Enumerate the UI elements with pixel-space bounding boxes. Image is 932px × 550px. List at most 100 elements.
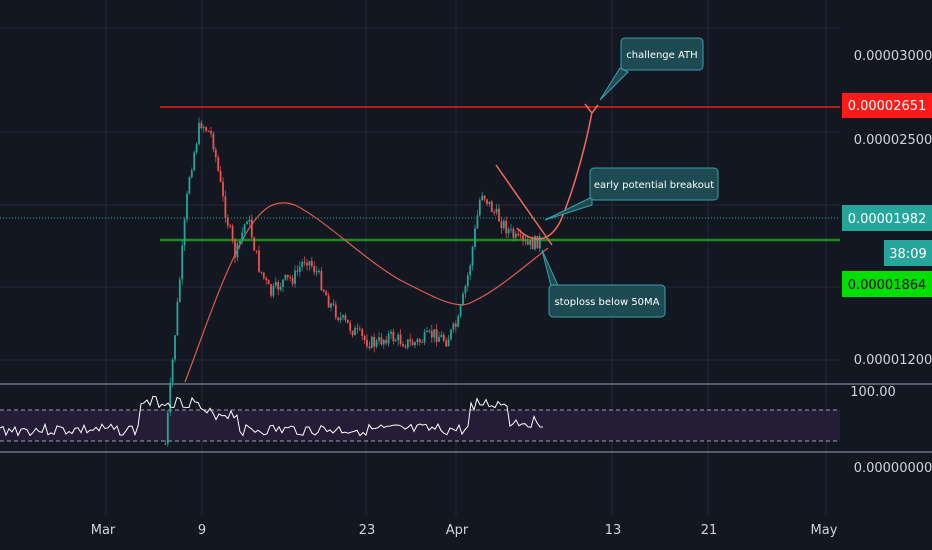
candle-body xyxy=(382,339,385,345)
resistance-price-tag xyxy=(842,93,932,118)
candle-body xyxy=(176,301,179,336)
projection-curve[interactable] xyxy=(516,111,593,240)
candle-body xyxy=(502,220,505,229)
candle-body xyxy=(212,133,215,150)
candle-body xyxy=(418,339,421,343)
candle-body xyxy=(198,122,200,145)
candle-body xyxy=(433,329,436,338)
candle-body xyxy=(310,261,313,267)
current-price-tag xyxy=(842,205,932,231)
y-tick-label: 0.00000000 xyxy=(854,461,932,476)
candle-body xyxy=(349,322,352,331)
candle-body xyxy=(243,224,246,233)
candle-body xyxy=(510,228,512,230)
candle-body xyxy=(339,317,342,320)
candle-body xyxy=(438,337,440,342)
candle-body xyxy=(286,274,289,278)
price-axis[interactable]: 0.00003000 0.00002500 0.00001200 100.00 … xyxy=(842,49,932,476)
candle-body xyxy=(174,335,176,360)
candle-body xyxy=(289,277,292,279)
candle-body xyxy=(342,315,344,318)
oscillator-line xyxy=(0,395,544,437)
candle-body xyxy=(402,343,404,347)
candle-body xyxy=(488,201,491,204)
x-tick-label: May xyxy=(811,523,838,538)
callout-stoploss[interactable]: stoploss below 50MA xyxy=(541,249,666,318)
candle-body xyxy=(522,235,524,241)
candle-body xyxy=(337,317,340,320)
candle-body xyxy=(498,208,500,222)
candle-body xyxy=(469,265,472,276)
candle-body xyxy=(298,266,301,272)
callout-early-breakout[interactable]: early potential breakout xyxy=(544,167,719,221)
candle-body xyxy=(169,382,172,413)
candle-body xyxy=(495,208,498,213)
candle-body xyxy=(267,280,270,285)
candle-body xyxy=(322,290,325,292)
candle-body xyxy=(248,219,251,222)
candle-body xyxy=(421,342,424,344)
candle-body xyxy=(486,199,488,204)
candle-body xyxy=(363,335,366,340)
candle-body xyxy=(464,286,467,294)
candle-body xyxy=(195,144,198,153)
candle-body xyxy=(375,340,378,347)
current-price-text: 0.00001982 xyxy=(848,212,927,227)
candle-body xyxy=(390,331,392,334)
countdown-text: 38:09 xyxy=(889,247,926,262)
candle-body xyxy=(435,329,438,342)
x-tick-label: 9 xyxy=(198,523,206,538)
candle-body xyxy=(178,279,181,302)
countdown-tag xyxy=(884,240,932,266)
candle-body xyxy=(214,149,217,158)
candle-body xyxy=(452,323,455,330)
candle-body xyxy=(277,281,280,290)
time-axis[interactable]: Mar 9 23 Apr 13 21 May xyxy=(91,523,838,538)
candle-body xyxy=(481,195,484,201)
candle-body xyxy=(186,193,188,220)
candle-body xyxy=(202,127,205,129)
candle-body xyxy=(490,201,493,213)
candle-body xyxy=(200,122,203,129)
candle-body xyxy=(330,303,332,308)
descending-trendline[interactable] xyxy=(495,164,553,246)
candle-body xyxy=(459,305,462,317)
oscillator-tick-label: 100.00 xyxy=(850,385,896,400)
candle-body xyxy=(406,339,409,348)
candle-body xyxy=(303,262,306,264)
candle-body xyxy=(255,250,258,252)
callout-challenge-ath[interactable]: challenge ATH xyxy=(599,37,704,101)
candle-body xyxy=(166,412,169,444)
candle-body xyxy=(505,220,508,234)
candle-body xyxy=(270,284,272,296)
candle-body xyxy=(442,334,445,341)
candle-body xyxy=(538,236,541,249)
callout-stoploss-text: stoploss below 50MA xyxy=(554,297,659,308)
candle-body xyxy=(325,291,328,296)
candle-body xyxy=(207,130,210,132)
candle-body xyxy=(474,228,476,247)
ma-line xyxy=(184,202,549,383)
candle-body xyxy=(471,246,474,266)
candle-body xyxy=(536,235,539,249)
candle-body xyxy=(409,339,412,342)
candle-body xyxy=(274,281,277,286)
candle-body xyxy=(181,245,184,280)
candle-body xyxy=(332,303,335,305)
candle-body xyxy=(190,170,193,178)
candle-body xyxy=(260,271,263,273)
candle-body xyxy=(226,218,229,226)
candle-body xyxy=(454,323,457,327)
candle-body xyxy=(457,316,460,327)
candle-body xyxy=(219,170,222,182)
candle-body xyxy=(258,250,260,272)
projection-arrow-head xyxy=(584,103,599,115)
support-price-text: 0.00001864 xyxy=(848,278,927,293)
candle-body xyxy=(262,272,265,279)
candle-body xyxy=(334,304,337,318)
x-tick-label: Mar xyxy=(91,523,116,538)
candle-body xyxy=(183,219,186,246)
candle-body xyxy=(423,332,426,343)
